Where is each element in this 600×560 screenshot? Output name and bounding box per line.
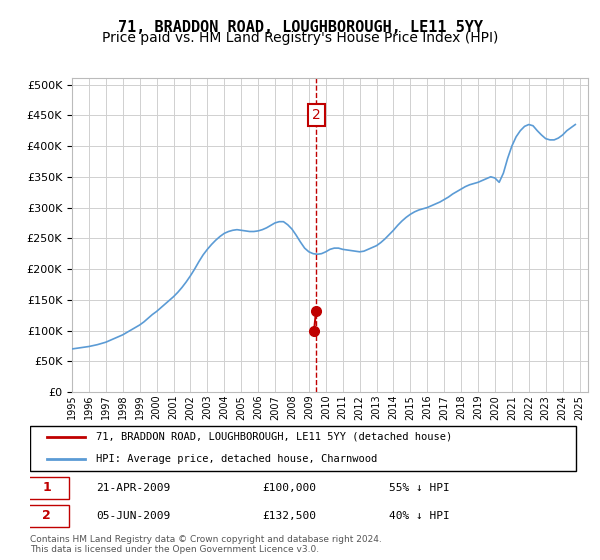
FancyBboxPatch shape bbox=[25, 505, 68, 527]
Text: 21-APR-2009: 21-APR-2009 bbox=[96, 483, 170, 493]
Text: 2: 2 bbox=[42, 509, 51, 522]
Text: 40% ↓ HPI: 40% ↓ HPI bbox=[389, 511, 449, 521]
Text: 2: 2 bbox=[312, 108, 320, 122]
Text: 71, BRADDON ROAD, LOUGHBOROUGH, LE11 5YY: 71, BRADDON ROAD, LOUGHBOROUGH, LE11 5YY bbox=[118, 20, 482, 35]
Text: 1: 1 bbox=[42, 481, 51, 494]
Text: 05-JUN-2009: 05-JUN-2009 bbox=[96, 511, 170, 521]
Text: HPI: Average price, detached house, Charnwood: HPI: Average price, detached house, Char… bbox=[96, 454, 377, 464]
FancyBboxPatch shape bbox=[30, 426, 577, 471]
Text: Price paid vs. HM Land Registry's House Price Index (HPI): Price paid vs. HM Land Registry's House … bbox=[102, 31, 498, 45]
Text: Contains HM Land Registry data © Crown copyright and database right 2024.
This d: Contains HM Land Registry data © Crown c… bbox=[30, 535, 382, 554]
Text: 55% ↓ HPI: 55% ↓ HPI bbox=[389, 483, 449, 493]
Text: £100,000: £100,000 bbox=[262, 483, 316, 493]
Text: 71, BRADDON ROAD, LOUGHBOROUGH, LE11 5YY (detached house): 71, BRADDON ROAD, LOUGHBOROUGH, LE11 5YY… bbox=[96, 432, 452, 442]
Text: £132,500: £132,500 bbox=[262, 511, 316, 521]
FancyBboxPatch shape bbox=[25, 477, 68, 499]
